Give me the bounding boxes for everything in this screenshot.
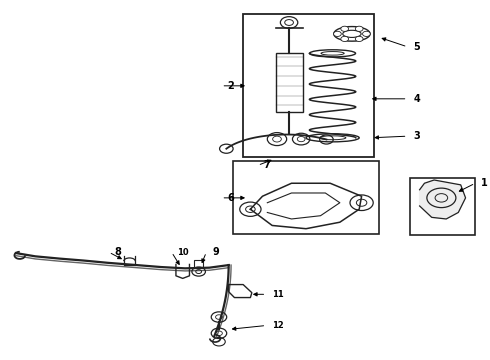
Text: 8: 8 [115,247,122,257]
Bar [243,14,374,157]
Text: 11: 11 [272,290,284,299]
Circle shape [341,36,348,41]
Text: 6: 6 [227,193,234,203]
Polygon shape [419,180,466,219]
Text: 5: 5 [414,42,420,52]
Text: 7: 7 [264,161,270,170]
Text: 9: 9 [212,247,219,257]
Bar [194,260,203,267]
Circle shape [341,26,348,31]
Circle shape [363,31,370,36]
Circle shape [334,31,342,36]
Text: 12: 12 [272,321,284,330]
Bar [233,161,379,234]
Text: 4: 4 [414,94,420,104]
Text: 1: 1 [481,178,488,188]
Bar [275,53,303,112]
Circle shape [355,36,363,41]
Text: 3: 3 [414,131,420,141]
Text: 2: 2 [227,81,234,91]
Text: 10: 10 [177,248,189,257]
Circle shape [355,26,363,31]
Bar [410,178,475,235]
